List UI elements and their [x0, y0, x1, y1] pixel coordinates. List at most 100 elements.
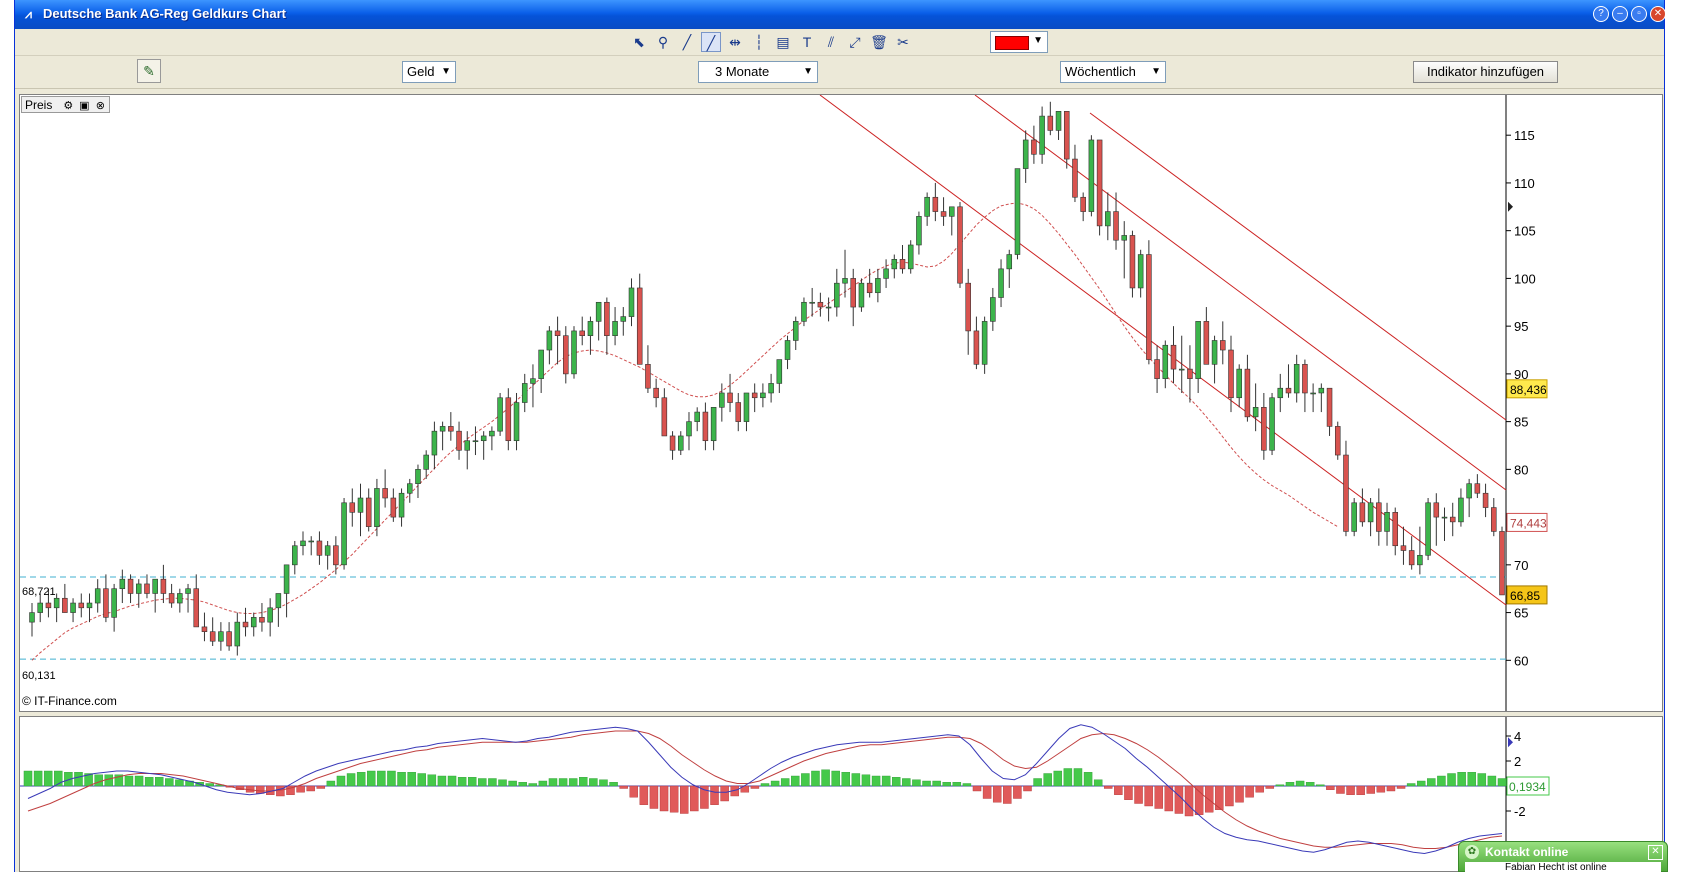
close-icon[interactable]: ✕ [1648, 845, 1663, 860]
candle-body [891, 259, 898, 270]
price-chart[interactable]: 606570758085909510010511011588,43674,443… [20, 95, 1662, 711]
fibonacci-icon[interactable]: ▤ [776, 34, 790, 50]
candle [415, 464, 421, 499]
close-button[interactable]: ✕ [1650, 6, 1666, 22]
macd-histogram-bar [639, 785, 649, 805]
trash-icon[interactable]: 🗑 [870, 34, 888, 50]
interval-select[interactable]: Wöchentlich ▼ [1060, 61, 1166, 83]
candle-body [899, 259, 906, 270]
macd-histogram-bar [1467, 772, 1476, 787]
candle [1302, 359, 1308, 413]
zoom-icon[interactable]: ⚲ [657, 34, 669, 50]
period-select[interactable]: 3 Monate ▼ [698, 61, 818, 83]
vertical-line-icon[interactable]: ┆ [754, 34, 764, 50]
candle [53, 593, 60, 623]
horizontal-line-icon[interactable]: ⇹ [729, 34, 741, 50]
macd-histogram-bar [932, 780, 941, 787]
macd-histogram-bar [1316, 784, 1325, 787]
candle-body [1367, 502, 1374, 523]
candle-body [965, 282, 971, 332]
macd-histogram-bar [54, 770, 63, 787]
drawing-mode-icon[interactable]: ✎ [137, 59, 161, 83]
macd-chart[interactable]: -20240,1934 [20, 717, 1662, 871]
candle-body [226, 631, 232, 647]
macd-histogram-bar [407, 772, 416, 787]
candle [218, 622, 224, 651]
candle [308, 536, 314, 556]
price-type-value: Geld [407, 64, 435, 79]
candle [1384, 502, 1390, 546]
settings-icon[interactable]: ⚙ [63, 99, 74, 112]
arrows-icon[interactable]: ⤢ [849, 34, 861, 50]
candle [1063, 111, 1070, 169]
candle-body [1228, 349, 1234, 399]
candle [497, 392, 503, 436]
candle [563, 326, 569, 384]
contact-online-popup[interactable]: ✿ Kontakt online ✕ Fabian Hecht ist onli… [1458, 841, 1668, 873]
candle-body [513, 402, 520, 442]
title-bar[interactable]: ⩘ Deutsche Bank AG-Reg Geldkurs Chart ? … [15, 0, 1666, 29]
candle [480, 431, 487, 460]
candle-body [661, 397, 668, 437]
candle-body [1491, 507, 1497, 532]
macd-histogram-bar [1043, 773, 1052, 787]
help-button[interactable]: ? [1593, 6, 1609, 22]
candle-body [78, 602, 85, 609]
macd-histogram-bar [548, 778, 558, 787]
cursor-icon[interactable]: ⬉ [633, 34, 645, 50]
parallel-lines-icon[interactable]: ⫽ [827, 34, 835, 50]
maximize-button[interactable]: ▫ [1631, 6, 1647, 22]
macd-panel[interactable]: -20240,1934 [19, 716, 1663, 872]
candle [283, 564, 290, 618]
candle [530, 364, 536, 408]
price-tag-ma: 88,436 [1506, 379, 1548, 399]
candle-body [538, 349, 544, 379]
candle [801, 297, 807, 327]
macd-histogram-bar [457, 777, 467, 787]
add-indicator-button[interactable]: Indikator hinzufügen [1413, 61, 1558, 83]
candle [201, 612, 208, 642]
trendline-tool-icon[interactable]: ╱ [701, 32, 721, 52]
candle [1474, 474, 1481, 499]
close-panel-icon[interactable]: ⊗ [95, 99, 105, 112]
candle-body [1129, 235, 1136, 289]
macd-histogram-bar [811, 770, 820, 787]
price-chart-panel[interactable]: 606570758085909510010511011588,43674,443… [19, 94, 1663, 712]
candle-body [234, 621, 241, 647]
candle [825, 297, 832, 322]
macd-histogram-bar [568, 778, 578, 787]
macd-histogram-bar [609, 782, 618, 787]
candle [160, 564, 167, 604]
candle-body [1236, 368, 1242, 399]
candle [842, 249, 848, 298]
macd-histogram-bar [619, 785, 628, 789]
macd-histogram-bar [821, 769, 830, 787]
candle-body [1449, 516, 1456, 523]
candle-body [1499, 531, 1505, 596]
candle [866, 268, 873, 298]
text-tool-icon[interactable]: T [802, 34, 812, 50]
macd-histogram-bar [175, 779, 184, 787]
candle-body [1203, 321, 1210, 365]
price-type-select[interactable]: Geld ▼ [402, 61, 456, 83]
candle-body [1244, 368, 1251, 418]
candle-body [456, 430, 462, 451]
candle-body [678, 435, 684, 451]
candle-body [300, 540, 306, 547]
window-icon[interactable]: ▣ [79, 99, 90, 112]
candle-body [316, 540, 323, 556]
price-tag-box [1506, 585, 1548, 605]
contact-icon: ✿ [1465, 845, 1479, 859]
axis-marker-icon [1508, 201, 1513, 212]
line-tool-icon[interactable]: ╱ [682, 34, 692, 50]
tools-icon[interactable]: ✂ [897, 34, 909, 50]
macd-histogram-bar [43, 770, 53, 787]
price-tag-text: 66,85 [1510, 589, 1540, 603]
candle-body [883, 268, 889, 279]
price-tick-label: 95 [1514, 319, 1528, 334]
macd-histogram-bar [629, 785, 638, 798]
color-picker[interactable]: ▼ [990, 31, 1048, 53]
minimize-button[interactable]: – [1612, 6, 1628, 22]
candle-body [1466, 483, 1472, 499]
candle-body [439, 426, 446, 432]
